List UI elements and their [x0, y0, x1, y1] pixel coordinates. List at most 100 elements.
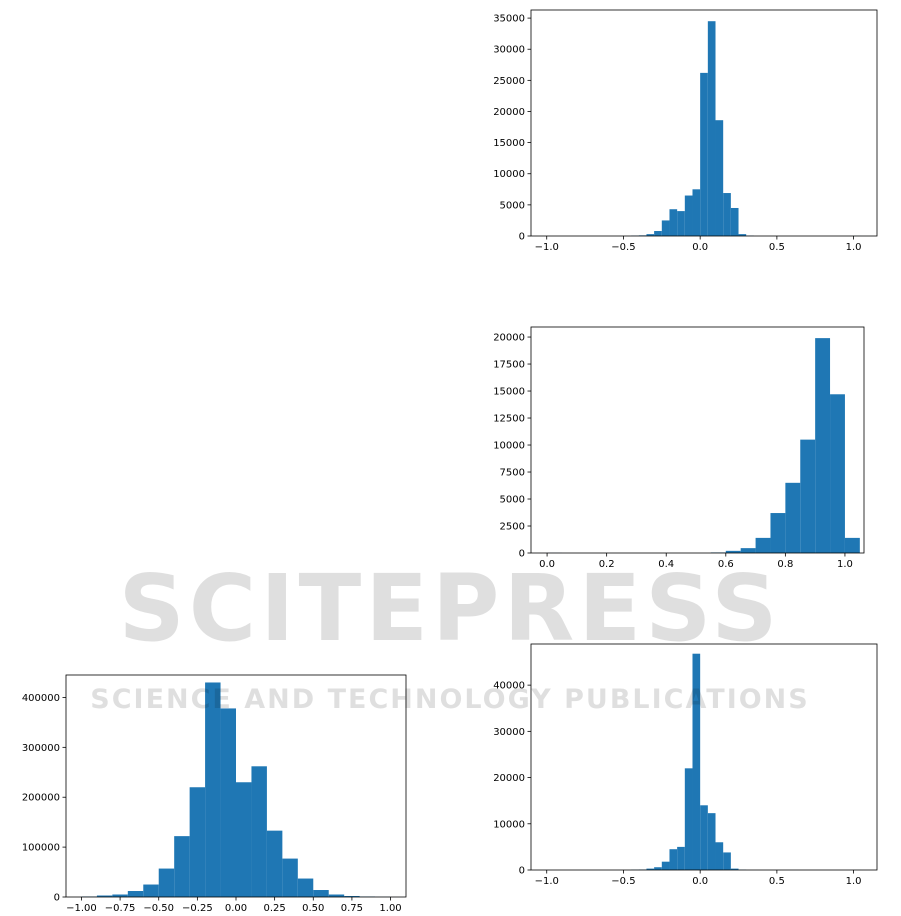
bar — [844, 537, 860, 553]
bar — [692, 189, 701, 236]
y-tick-label: 30000 — [493, 45, 525, 56]
y-tick-label: 10000 — [493, 441, 525, 452]
x-tick-label: −0.25 — [182, 903, 213, 914]
x-tick-label: 0.6 — [718, 559, 734, 570]
watermark-title: SCITEPRESS — [118, 555, 781, 662]
x-tick-label: 1.0 — [837, 559, 853, 570]
y-tick-label: 25000 — [493, 76, 525, 87]
x-tick-label: 0.0 — [692, 242, 708, 253]
y-tick-label: 7500 — [500, 468, 525, 479]
bar — [815, 338, 831, 553]
bar — [700, 72, 708, 236]
y-tick-label: 300000 — [22, 743, 60, 754]
bar — [677, 211, 685, 236]
bar — [692, 653, 701, 870]
bar — [205, 682, 221, 897]
y-tick-label: 40000 — [493, 681, 525, 692]
bar — [189, 787, 206, 897]
bar — [707, 813, 716, 870]
x-tick-label: 0.00 — [225, 903, 247, 914]
bar — [654, 867, 662, 870]
bar — [661, 861, 670, 870]
bar — [143, 884, 159, 897]
x-tick-label: −1.0 — [535, 242, 559, 253]
y-tick-label: 0 — [519, 549, 525, 560]
watermark-subtitle: SCIENCE AND TECHNOLOGY PUBLICATIONS — [90, 684, 809, 715]
x-tick-label: −0.5 — [611, 242, 635, 253]
x-tick-label: −0.75 — [105, 903, 136, 914]
bar — [236, 782, 252, 897]
bar — [700, 805, 708, 870]
x-tick-label: 1.0 — [846, 242, 862, 253]
y-tick-label: 35000 — [493, 14, 525, 25]
bar — [723, 852, 731, 870]
x-tick-label: 0.4 — [658, 559, 674, 570]
bar — [770, 513, 786, 553]
bar — [297, 878, 314, 897]
x-tick-label: −0.5 — [611, 876, 635, 887]
bar — [669, 849, 678, 870]
charts: −1.0 −0.5 0.0 0.5 1.005000100001500020000250… — [22, 9, 878, 914]
x-tick-label: 0.2 — [599, 559, 615, 570]
bar — [715, 842, 724, 870]
y-tick-label: 5000 — [500, 495, 525, 506]
bar — [646, 868, 655, 870]
plot-frame — [530, 326, 865, 554]
bar — [723, 193, 731, 236]
bar — [725, 550, 741, 553]
bar — [174, 836, 190, 897]
x-tick-label: 0.75 — [341, 903, 363, 914]
x-tick-label: −1.0 — [535, 876, 559, 887]
bar — [830, 394, 845, 553]
bar — [738, 234, 747, 236]
y-tick-label: 20000 — [493, 333, 525, 344]
y-tick-label: 100000 — [22, 843, 60, 854]
y-tick-label: 0 — [519, 866, 525, 877]
x-tick-label: −0.50 — [143, 903, 174, 914]
bar — [707, 21, 716, 237]
bar — [684, 768, 693, 870]
x-tick-label: 0.8 — [777, 559, 793, 570]
y-tick-label: 10000 — [493, 169, 525, 180]
x-tick-label: 1.0 — [846, 876, 862, 887]
bar — [220, 708, 236, 897]
bar — [251, 766, 267, 897]
bar — [158, 868, 175, 897]
x-tick-label: 0.0 — [692, 876, 708, 887]
bar — [715, 120, 724, 236]
bar — [266, 830, 283, 897]
y-tick-label: 5000 — [500, 200, 525, 211]
bar — [313, 890, 329, 897]
bar — [730, 868, 739, 870]
bar — [282, 858, 298, 897]
y-tick-label: 2500 — [500, 522, 525, 533]
bar — [654, 231, 662, 236]
bar — [669, 209, 678, 236]
y-tick-label: 20000 — [493, 107, 525, 118]
x-tick-label: 0.0 — [539, 559, 555, 570]
bar — [646, 234, 655, 236]
plot-frame — [530, 643, 878, 871]
x-tick-label: 0.5 — [769, 242, 785, 253]
bar — [661, 220, 670, 236]
bar — [328, 894, 345, 897]
bar — [127, 891, 144, 897]
y-tick-label: 200000 — [22, 793, 60, 804]
y-tick-label: 0 — [519, 232, 525, 243]
bar — [785, 482, 801, 553]
y-tick-label: 12500 — [493, 414, 525, 425]
y-tick-label: 17500 — [493, 360, 525, 371]
y-tick-label: 0 — [54, 893, 60, 904]
bar — [740, 548, 756, 553]
x-tick-label: 1.00 — [379, 903, 401, 914]
y-tick-label: 30000 — [493, 727, 525, 738]
y-tick-label: 10000 — [493, 819, 525, 830]
y-tick-label: 400000 — [22, 693, 60, 704]
x-tick-label: 0.50 — [302, 903, 324, 914]
plot-frame — [530, 9, 878, 237]
x-tick-label: 0.5 — [769, 876, 785, 887]
bar — [800, 439, 816, 553]
x-tick-label: 0.25 — [264, 903, 286, 914]
bar — [684, 195, 693, 236]
